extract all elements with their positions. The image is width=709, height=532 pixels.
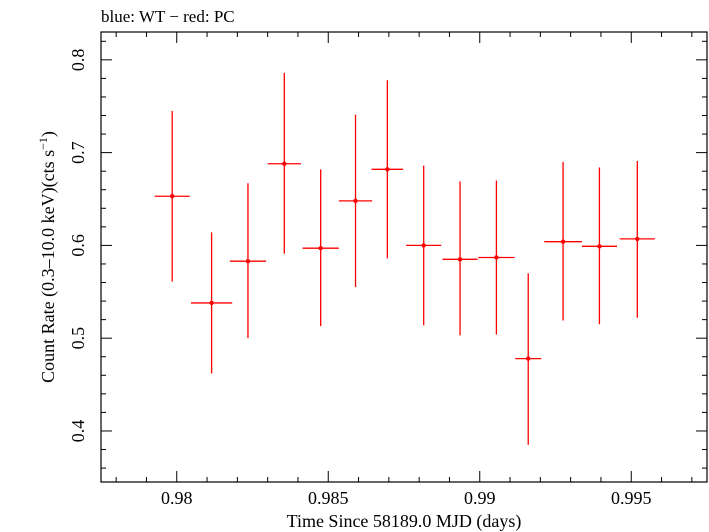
data-point-marker (421, 243, 426, 248)
data-point (267, 72, 301, 254)
data-point-marker (526, 356, 531, 361)
plot-frame (100, 31, 708, 483)
data-point-marker (635, 236, 640, 242)
data-series-pc (154, 72, 655, 445)
data-point (478, 180, 515, 335)
data-point-marker (282, 161, 287, 166)
data-point (581, 167, 618, 325)
y-tick-label: 0.7 (68, 141, 88, 164)
y-tick-label: 0.4 (68, 420, 88, 443)
y-tick-label: 0.6 (68, 234, 88, 257)
data-point-marker (560, 239, 566, 244)
x-axis: 0.98 0.985 0.99 0.995 (115, 32, 693, 508)
data-point-marker (457, 257, 463, 262)
data-point (544, 161, 582, 321)
x-tick-label: 0.995 (611, 488, 652, 508)
x-axis-title: Time Since 58189.0 MJD (days) (287, 511, 522, 532)
data-point-marker (353, 198, 358, 204)
y-axis-title-main: Count Rate (0.3–10.0 keV)(cts s (38, 150, 59, 383)
y-axis: 0.4 0.5 0.6 0.7 0.8 (68, 40, 707, 469)
data-point-marker (494, 255, 499, 260)
x-tick-label: 0.985 (308, 488, 349, 508)
data-point-marker (385, 167, 390, 172)
data-point (406, 165, 442, 326)
data-point-marker (170, 194, 175, 199)
data-point-marker (209, 300, 214, 306)
chart-title: blue: WT − red: PC (101, 7, 235, 26)
data-point (190, 232, 233, 374)
x-tick-label: 0.98 (161, 488, 193, 508)
data-point-marker (597, 244, 602, 249)
data-point (302, 169, 339, 327)
data-point (619, 160, 655, 318)
data-point (154, 110, 190, 282)
data-point-marker (245, 258, 251, 264)
y-tick-label: 0.8 (68, 49, 88, 72)
data-point (229, 183, 267, 339)
data-point (338, 114, 373, 288)
y-axis-title-exponent: −1 (36, 137, 50, 150)
y-axis-title: Count Rate (0.3–10.0 keV)(cts s−1) (36, 131, 59, 383)
x-tick-label: 0.99 (464, 488, 496, 508)
data-point (515, 273, 542, 445)
data-point (442, 181, 478, 336)
data-point-marker (318, 245, 323, 251)
y-axis-title-end: ) (38, 131, 59, 137)
y-tick-label: 0.5 (68, 327, 88, 350)
data-point (371, 80, 404, 259)
